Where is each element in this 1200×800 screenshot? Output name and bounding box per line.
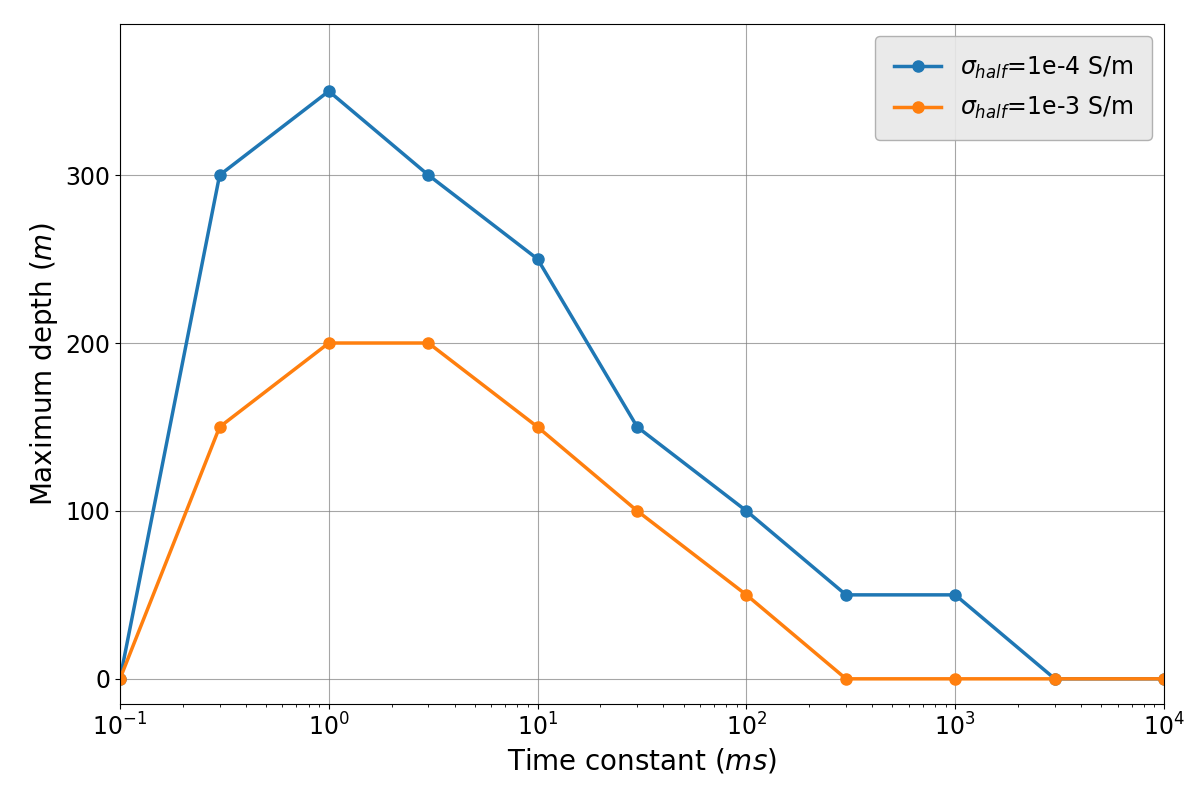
$\sigma_{half}$=1e-3 S/m — [530, 422, 545, 432]
$\sigma_{half}$=1e-4 S/m — [421, 170, 436, 180]
$\sigma_{half}$=1e-3 S/m — [322, 338, 336, 348]
Legend: $\sigma_{half}$=1e-4 S/m, $\sigma_{half}$=1e-3 S/m: $\sigma_{half}$=1e-4 S/m, $\sigma_{half}… — [875, 36, 1152, 140]
$\sigma_{half}$=1e-3 S/m — [212, 422, 227, 432]
X-axis label: Time constant ($ms$): Time constant ($ms$) — [508, 746, 776, 775]
$\sigma_{half}$=1e-3 S/m — [421, 338, 436, 348]
$\sigma_{half}$=1e-4 S/m — [948, 590, 962, 600]
$\sigma_{half}$=1e-4 S/m — [630, 422, 644, 432]
$\sigma_{half}$=1e-3 S/m — [630, 506, 644, 516]
Line: $\sigma_{half}$=1e-4 S/m: $\sigma_{half}$=1e-4 S/m — [114, 86, 1170, 684]
$\sigma_{half}$=1e-4 S/m — [212, 170, 227, 180]
$\sigma_{half}$=1e-3 S/m — [1157, 674, 1171, 684]
$\sigma_{half}$=1e-3 S/m — [113, 674, 127, 684]
Y-axis label: Maximum depth ($m$): Maximum depth ($m$) — [28, 222, 60, 506]
$\sigma_{half}$=1e-4 S/m — [113, 674, 127, 684]
$\sigma_{half}$=1e-3 S/m — [839, 674, 853, 684]
$\sigma_{half}$=1e-4 S/m — [1048, 674, 1062, 684]
$\sigma_{half}$=1e-4 S/m — [839, 590, 853, 600]
$\sigma_{half}$=1e-4 S/m — [530, 254, 545, 264]
Line: $\sigma_{half}$=1e-3 S/m: $\sigma_{half}$=1e-3 S/m — [114, 338, 1170, 684]
$\sigma_{half}$=1e-4 S/m — [739, 506, 754, 516]
$\sigma_{half}$=1e-3 S/m — [1048, 674, 1062, 684]
$\sigma_{half}$=1e-3 S/m — [739, 590, 754, 600]
$\sigma_{half}$=1e-4 S/m — [322, 86, 336, 96]
$\sigma_{half}$=1e-3 S/m — [948, 674, 962, 684]
$\sigma_{half}$=1e-4 S/m — [1157, 674, 1171, 684]
